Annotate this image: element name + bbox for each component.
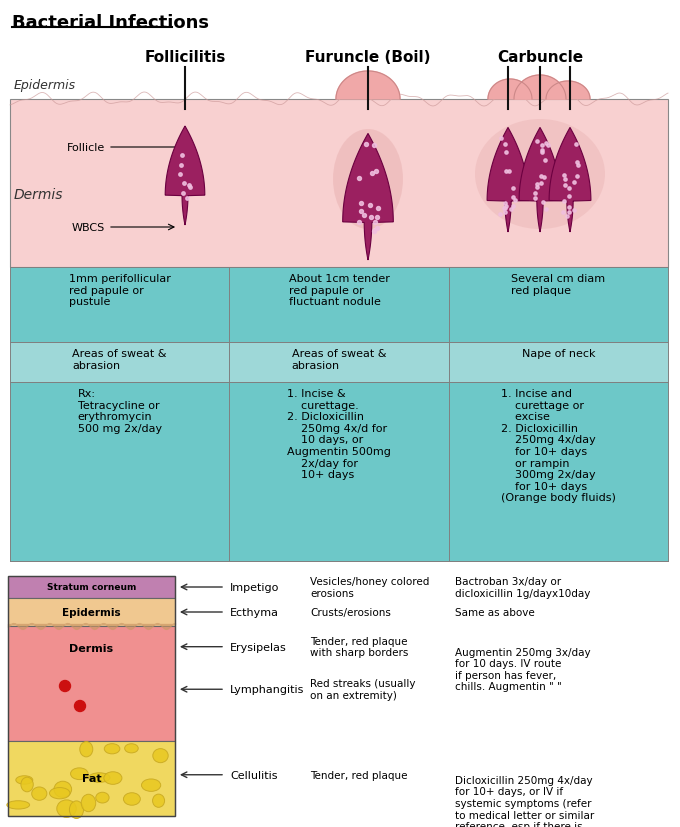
Ellipse shape [32,787,47,801]
Ellipse shape [7,801,30,809]
Polygon shape [519,128,561,232]
Bar [8,598,175,626]
Polygon shape [514,76,566,100]
Text: Cellulitis: Cellulitis [230,770,277,780]
Ellipse shape [71,768,88,780]
Text: Vesicles/honey colored
erosions: Vesicles/honey colored erosions [310,576,429,598]
Text: Several cm diam
red plaque: Several cm diam red plaque [511,274,605,295]
Text: Rx:
Tetracycline or
erythromycin
500 mg 2x/day: Rx: Tetracycline or erythromycin 500 mg … [78,389,162,433]
Text: Follicilitis: Follicilitis [144,50,226,65]
Ellipse shape [89,773,110,782]
Ellipse shape [104,772,122,784]
Text: Crusts/erosions: Crusts/erosions [310,607,391,617]
Ellipse shape [50,787,70,799]
Text: Same as above: Same as above [455,607,534,617]
Text: Dermis: Dermis [14,188,63,202]
Polygon shape [488,80,532,100]
Ellipse shape [80,742,92,757]
Ellipse shape [475,120,605,230]
Bar [8,626,175,741]
Ellipse shape [333,130,403,230]
Ellipse shape [152,794,165,807]
Text: Tender, red plaque: Tender, red plaque [310,770,407,780]
Text: Ecthyma: Ecthyma [230,607,279,617]
Text: Epidermis: Epidermis [14,79,76,92]
Text: Fat: Fat [82,773,101,783]
Ellipse shape [16,776,33,784]
Ellipse shape [104,743,120,754]
Bar [10,342,668,383]
Bar [10,100,668,268]
Ellipse shape [69,801,84,819]
Circle shape [60,681,71,691]
Bar [8,576,175,598]
Text: About 1cm tender
red papule or
fluctuant nodule: About 1cm tender red papule or fluctuant… [288,274,390,307]
Text: Lymphangitis: Lymphangitis [230,685,305,695]
Bar [10,383,668,562]
Bar [8,741,175,816]
Polygon shape [546,82,590,100]
Ellipse shape [96,792,109,803]
Text: 1. Incise &
    curettage.
2. Dicloxicillin
    250mg 4x/d for
    10 days, or
A: 1. Incise & curettage. 2. Dicloxicillin … [287,389,391,480]
Bar [10,268,668,342]
Circle shape [75,700,86,712]
Ellipse shape [54,782,71,797]
Bar [8,576,175,816]
Text: Stratum corneum: Stratum corneum [47,583,136,592]
Text: Follicle: Follicle [67,143,105,153]
Text: Furuncle (Boil): Furuncle (Boil) [305,50,430,65]
Text: Epidermis: Epidermis [62,607,121,617]
Ellipse shape [124,793,140,805]
Text: Tender, red plaque
with sharp borders: Tender, red plaque with sharp borders [310,636,409,657]
Ellipse shape [81,794,96,812]
Polygon shape [165,127,205,226]
Text: 1. Incise and
    curettage or
    excise
2. Dicloxicillin
    250mg 4x/day
    : 1. Incise and curettage or excise 2. Dic… [501,389,616,503]
Polygon shape [549,128,591,232]
Text: Erysipelas: Erysipelas [230,642,287,652]
Ellipse shape [153,748,168,762]
Text: Bactroban 3x/day or
dicloxicillin 1g/dayx10day: Bactroban 3x/day or dicloxicillin 1g/day… [455,576,590,598]
Text: Augmentin 250mg 3x/day
for 10 days. IV route
if person has fever,
chills. Augmen: Augmentin 250mg 3x/day for 10 days. IV r… [455,647,591,691]
Text: Red streaks (usually
on an extremity): Red streaks (usually on an extremity) [310,679,415,700]
Ellipse shape [21,777,33,792]
Text: Dermis: Dermis [69,643,114,653]
Text: Nape of neck: Nape of neck [522,348,595,359]
Polygon shape [343,134,393,261]
Polygon shape [487,128,529,232]
Text: 1mm perifollicular
red papule or
pustule: 1mm perifollicular red papule or pustule [69,274,171,307]
Text: WBCS: WBCS [72,222,105,232]
Text: Impetigo: Impetigo [230,582,279,592]
Polygon shape [336,72,400,100]
Ellipse shape [141,779,160,791]
Text: Bacterial Infections: Bacterial Infections [12,14,209,32]
Text: Dicloxicillin 250mg 4x/day
for 10+ days, or IV if
systemic symptoms (refer
to me: Dicloxicillin 250mg 4x/day for 10+ days,… [455,775,597,827]
Text: Carbuncle: Carbuncle [497,50,583,65]
Ellipse shape [124,743,138,753]
Text: Areas of sweat &
abrasion: Areas of sweat & abrasion [72,348,167,370]
Ellipse shape [57,800,76,817]
Text: Areas of sweat &
abrasion: Areas of sweat & abrasion [292,348,386,370]
